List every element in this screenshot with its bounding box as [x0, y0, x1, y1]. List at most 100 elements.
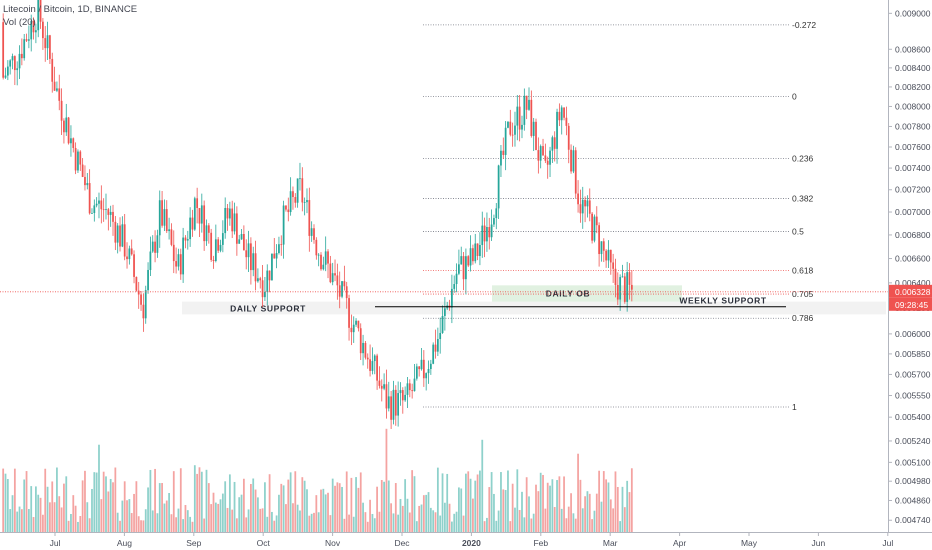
volume-bar: [528, 496, 530, 532]
volume-bar: [184, 505, 187, 532]
candle-body: [413, 378, 416, 392]
candle-body: [175, 261, 177, 267]
candle-body: [205, 225, 208, 242]
volume-bar: [535, 484, 537, 532]
volume-bar: [287, 479, 290, 532]
candle-body: [348, 298, 350, 328]
candle-body: [84, 176, 86, 186]
volume-bar: [163, 503, 166, 532]
volume-bar: [338, 483, 341, 532]
volume-bar: [299, 510, 301, 532]
candle-body: [345, 286, 348, 299]
candle-body: [182, 237, 185, 275]
candle-body: [429, 363, 432, 370]
candle-body: [586, 200, 589, 207]
candle-body: [511, 134, 514, 136]
candle-body: [79, 151, 82, 165]
volume-bar: [268, 474, 271, 532]
candle-body: [572, 150, 575, 172]
volume-bar: [172, 471, 175, 532]
volume-bar: [56, 467, 58, 532]
candle-body: [612, 262, 615, 269]
candle-body: [137, 290, 140, 295]
candle-body: [558, 111, 561, 121]
candle-body: [165, 209, 168, 232]
candle-body: [465, 256, 467, 280]
volume-bar: [493, 493, 495, 532]
candle-body: [544, 155, 547, 161]
volume-bar: [128, 499, 131, 532]
candle-body: [133, 254, 135, 277]
candle-body: [240, 234, 243, 240]
price-tick-label: 0.005550: [895, 391, 931, 401]
volume-bar: [30, 486, 33, 532]
candle-body: [581, 199, 584, 214]
volume-bar: [67, 520, 70, 532]
volume-bar: [504, 490, 507, 532]
candle-body: [488, 227, 491, 238]
volume-bar: [212, 492, 215, 532]
volume-bar: [294, 471, 297, 532]
volume-bar: [383, 481, 385, 532]
volume-bar: [373, 518, 376, 532]
volume-bar: [2, 468, 5, 532]
candle-body: [254, 253, 257, 282]
candle-body: [525, 95, 528, 110]
fib-level-label: 0.786: [792, 313, 814, 323]
volume-bar: [612, 508, 615, 532]
candle-body: [221, 233, 224, 245]
volume-bar: [380, 480, 383, 532]
candle-body: [261, 280, 264, 298]
price-tick-label: 0.006000: [895, 329, 931, 339]
volume-bar: [109, 478, 112, 532]
candle-body: [200, 205, 203, 224]
candle-body: [514, 125, 516, 135]
volume-bar: [467, 471, 470, 532]
candle-body: [161, 200, 163, 226]
candle-body: [210, 232, 213, 260]
time-axis[interactable]: Jul Aug Sep Oct Nov Dec 2020 Feb Mar Apr May Jun Jul: [0, 532, 932, 548]
candle-body: [338, 285, 341, 297]
candle-body: [74, 147, 77, 171]
volume-bar: [121, 500, 124, 532]
candle-body: [123, 224, 126, 257]
volume-bar: [619, 521, 622, 532]
volume-bar: [565, 518, 568, 532]
price-axis[interactable]: 0.009000 0.008600 0.008400 0.008200 0.008000…: [888, 0, 931, 532]
volume-bar: [483, 521, 486, 532]
volume-bar: [362, 502, 364, 532]
candle-body: [81, 164, 84, 177]
volume-bar: [198, 467, 201, 532]
volume-bar: [9, 509, 12, 532]
symbol-title[interactable]: Litecoin / Bitcoin, 1D, BINANCE: [3, 4, 138, 15]
volume-bar: [16, 511, 19, 532]
candle-body: [135, 276, 138, 291]
candle-body: [481, 225, 484, 246]
volume-bar: [289, 472, 292, 532]
volume-bar: [254, 489, 257, 532]
volume-bar: [193, 465, 196, 532]
volume-bar: [588, 493, 591, 532]
volume-bar: [378, 511, 381, 532]
volume-bar: [91, 488, 93, 532]
volume-bar: [271, 511, 273, 532]
candle-body: [168, 229, 170, 232]
volume-bar: [486, 517, 488, 532]
volume-bar: [100, 499, 103, 532]
volume-bar: [630, 468, 633, 532]
candle-body: [112, 211, 114, 222]
volume-bar: [355, 477, 357, 532]
volume-bar: [551, 479, 554, 532]
volume-indicator-label[interactable]: Vol (20): [3, 17, 36, 28]
volume-bar: [238, 497, 241, 532]
volume-bar: [161, 483, 163, 532]
volume-bar: [479, 470, 481, 532]
candle-body: [245, 250, 248, 258]
volume-bar: [567, 506, 570, 532]
volume-bar: [88, 518, 91, 532]
candle-body: [523, 95, 526, 125]
candle-body: [20, 53, 23, 59]
candle-body: [49, 35, 51, 59]
volume-bar: [623, 507, 626, 532]
